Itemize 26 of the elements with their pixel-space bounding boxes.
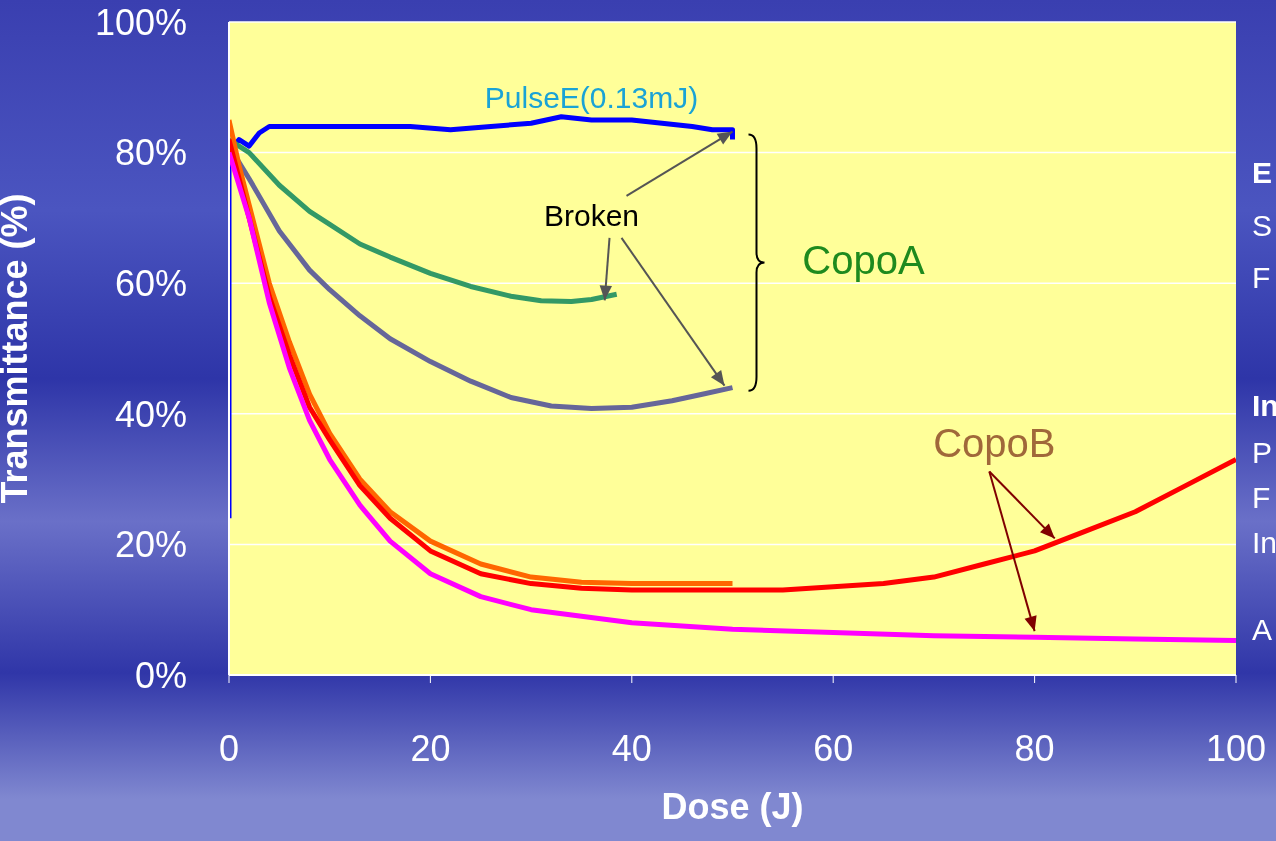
text: F [1252, 260, 1271, 294]
text: S [1252, 208, 1273, 242]
y-axis-title: Transmittance (%) [0, 193, 35, 504]
text: P [1252, 435, 1273, 469]
x-tick-label: 60 [813, 727, 854, 769]
annotation: CopoB [933, 421, 1056, 466]
x-axis-title: Dose (J) [661, 786, 804, 827]
y-tick-label: 100% [94, 1, 187, 43]
x-tick-label: 100 [1205, 727, 1267, 769]
text: In [1252, 388, 1276, 422]
text: A [1252, 612, 1273, 646]
text: E [1252, 155, 1273, 189]
x-tick-label: 20 [410, 727, 451, 769]
y-tick-label: 0% [134, 654, 187, 696]
text: F [1252, 480, 1271, 514]
annotation: PulseE(0.13mJ) [484, 81, 699, 115]
y-tick-label: 40% [114, 393, 187, 435]
annotation: CopoA [802, 238, 925, 283]
y-tick-label: 60% [114, 262, 187, 304]
y-tick-label: 80% [114, 132, 187, 174]
annotation: Broken [543, 198, 640, 232]
x-tick-label: 80 [1014, 727, 1055, 769]
text: In [1252, 525, 1276, 559]
x-tick-label: 0 [218, 727, 240, 769]
y-tick-label: 20% [114, 524, 187, 566]
x-tick-label: 40 [611, 727, 652, 769]
